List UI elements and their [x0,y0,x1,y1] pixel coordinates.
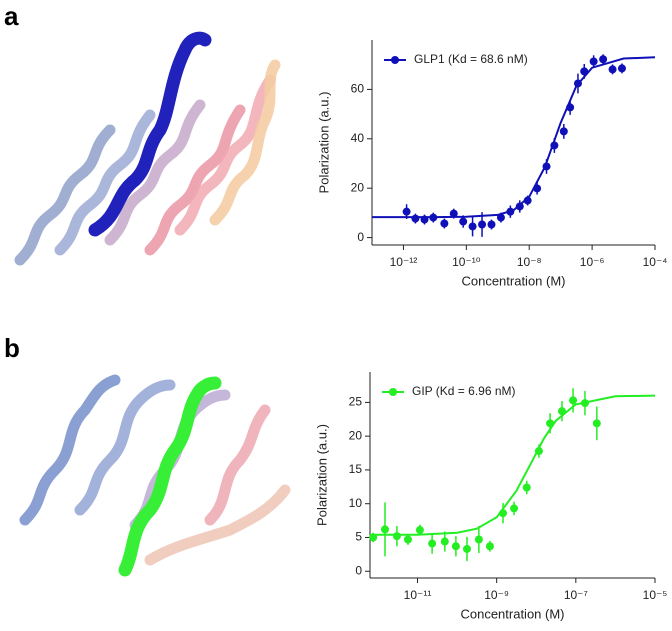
x-axis-label: Concentration (M) [460,606,564,621]
data-point [546,419,555,428]
data-point [496,213,505,222]
fit-curve [370,394,656,536]
data-point [403,535,412,544]
y-tick-label: 25 [349,395,363,409]
y-tick-label: 0 [355,563,362,577]
data-point [420,215,429,224]
data-point [550,141,559,150]
data-point [608,65,617,74]
data-point [617,64,626,73]
panel-label: a [4,1,19,31]
data-point [592,419,601,428]
y-tick-label: 15 [349,462,363,476]
x-tick-label: 10⁻⁵ [643,588,668,602]
data-point [485,542,494,551]
x-tick-label: 10⁻¹⁰ [452,255,481,269]
panel-label: b [4,333,20,363]
y-tick-label: 60 [351,82,365,96]
y-axis-label: Polarization (a.u.) [314,424,329,526]
y-tick-label: 20 [351,180,365,194]
fit-curve [372,56,656,219]
data-point [478,220,487,229]
data-point [523,196,532,205]
protein-structure-b [19,374,291,577]
data-point [402,207,411,216]
y-tick-label: 40 [351,131,365,145]
data-point [573,79,582,88]
data-point [557,407,566,416]
data-point [381,525,390,534]
x-tick-label: 10⁻⁷ [564,588,588,602]
y-tick-label: 5 [355,530,362,544]
legend-label: GIP (Kd = 6.96 nM) [412,384,516,398]
data-point [566,103,575,112]
data-point [369,533,378,542]
legend-marker [389,388,397,396]
y-tick-label: 0 [357,230,364,244]
data-point [468,222,477,231]
data-point [487,220,496,229]
data-point [428,539,437,548]
data-point [510,504,519,513]
x-tick-label: 10⁻⁸ [517,255,542,269]
data-point [449,209,458,218]
data-point [534,447,543,456]
data-point [415,526,424,535]
x-axis-label: Concentration (M) [461,273,565,288]
data-point [506,207,515,216]
legend-marker [391,56,399,64]
data-point [499,509,508,518]
data-point [569,396,578,405]
data-point [451,542,460,551]
data-point [580,67,589,76]
y-axis-label: Polarization (a.u.) [316,92,331,194]
x-tick-label: 10⁻¹² [390,255,418,269]
x-tick-label: 10⁻¹¹ [404,588,432,602]
data-point [411,214,420,223]
data-point [474,535,483,544]
data-point [515,202,524,211]
data-point [522,483,531,492]
x-tick-label: 10⁻⁴ [643,255,668,269]
y-tick-label: 10 [349,496,363,510]
y-tick-label: 20 [349,428,363,442]
data-point [589,57,598,66]
data-point [462,544,471,553]
data-point [542,162,551,171]
legend-label: GLP1 (Kd = 68.6 nM) [414,52,528,66]
data-point [559,127,568,136]
data-point [440,537,449,546]
data-point [533,184,542,193]
data-point [429,213,438,222]
data-point [580,399,589,408]
x-tick-label: 10⁻⁹ [484,588,509,602]
protein-structure-a [14,31,281,266]
data-point [392,532,401,541]
data-point [599,55,608,64]
data-point [459,217,468,226]
x-tick-label: 10⁻⁶ [580,255,605,269]
data-point [440,219,449,228]
